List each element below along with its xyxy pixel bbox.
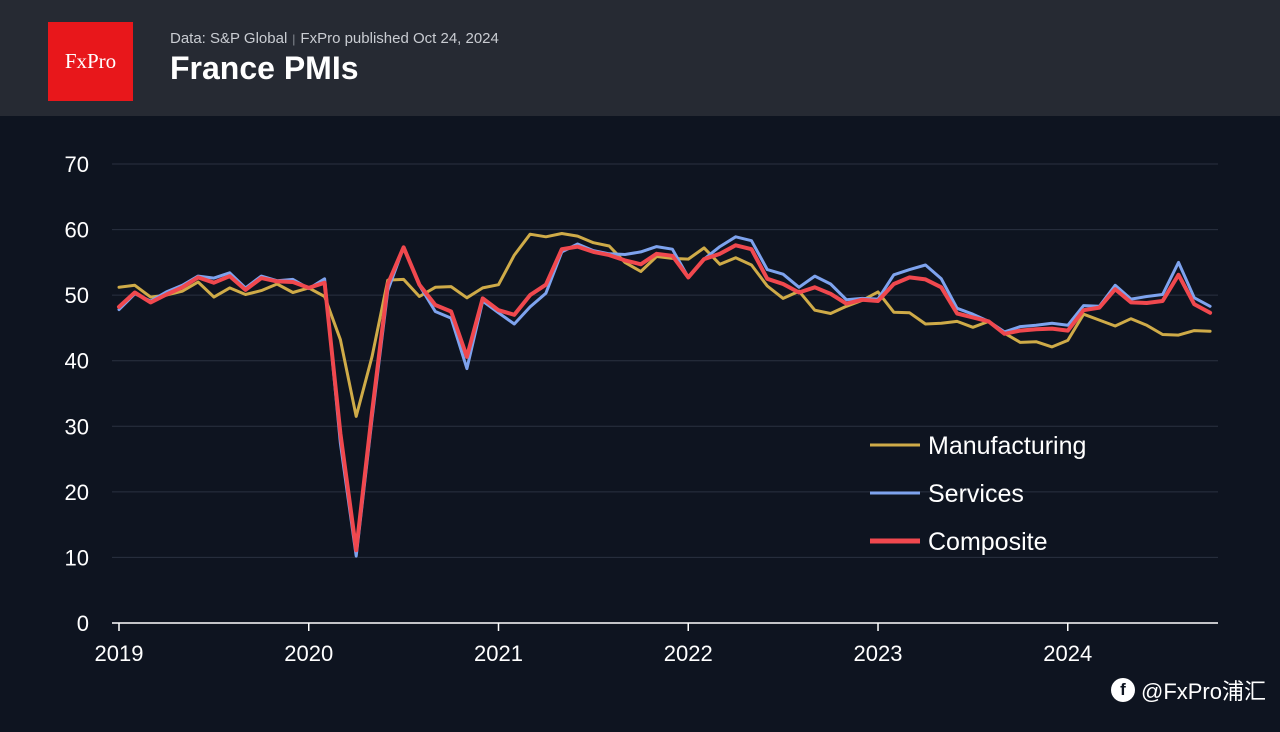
pmi-chart: 0 10 20 30 40 50 60 70 2019 2020 2021 2022 2023 2024… xyxy=(65,152,1218,666)
y-tick-label: 70 xyxy=(65,152,89,177)
y-tick-label: 0 xyxy=(77,611,89,636)
header-bar: FxPro Data: S&P Global | FxPro published O… xyxy=(0,0,1280,116)
legend: Manufacturing Services Composite xyxy=(870,432,1086,556)
series-lines xyxy=(117,232,1213,558)
logo-text: FxPro xyxy=(64,49,117,73)
published-date: FxPro published Oct 24, 2024 xyxy=(300,30,499,47)
y-tick-label: 10 xyxy=(65,545,89,570)
app-logo-icon: f xyxy=(1110,678,1135,702)
x-axis-ticks: 2019 2020 2021 2022 2023 2024 xyxy=(95,623,1092,666)
x-tick-label: 2023 xyxy=(854,641,903,666)
x-tick-label: 2020 xyxy=(284,641,333,666)
grid-lines xyxy=(112,163,1218,558)
y-axis-ticks: 0 10 20 30 40 50 60 70 xyxy=(65,152,89,636)
watermark: f @FxPro浦汇 xyxy=(1110,674,1266,706)
y-tick-label: 50 xyxy=(65,283,89,308)
y-tick-label: 20 xyxy=(65,480,89,505)
x-tick-label: 2019 xyxy=(95,641,144,666)
x-tick-label: 2024 xyxy=(1043,641,1092,666)
chart-title: France PMIs xyxy=(170,50,359,86)
y-tick-label: 30 xyxy=(65,414,89,439)
legend-label-manufacturing: Manufacturing xyxy=(928,432,1086,460)
fxpro-logo: FxPro xyxy=(48,22,133,101)
data-source: Data: S&P Global xyxy=(170,30,288,47)
series-line-composite xyxy=(117,243,1213,553)
separator: | xyxy=(292,32,296,46)
x-tick-label: 2021 xyxy=(474,641,523,666)
source-line: Data: S&P Global | FxPro published Oct 24,… xyxy=(170,30,499,47)
y-tick-label: 40 xyxy=(65,349,89,374)
legend-label-services: Services xyxy=(928,480,1024,508)
x-tick-label: 2022 xyxy=(664,641,713,666)
series-line-manufacturing xyxy=(117,232,1212,418)
watermark-text: @FxPro浦汇 xyxy=(1140,679,1266,704)
y-tick-label: 60 xyxy=(65,218,89,243)
series-line-services xyxy=(117,235,1212,558)
legend-label-composite: Composite xyxy=(928,528,1048,556)
